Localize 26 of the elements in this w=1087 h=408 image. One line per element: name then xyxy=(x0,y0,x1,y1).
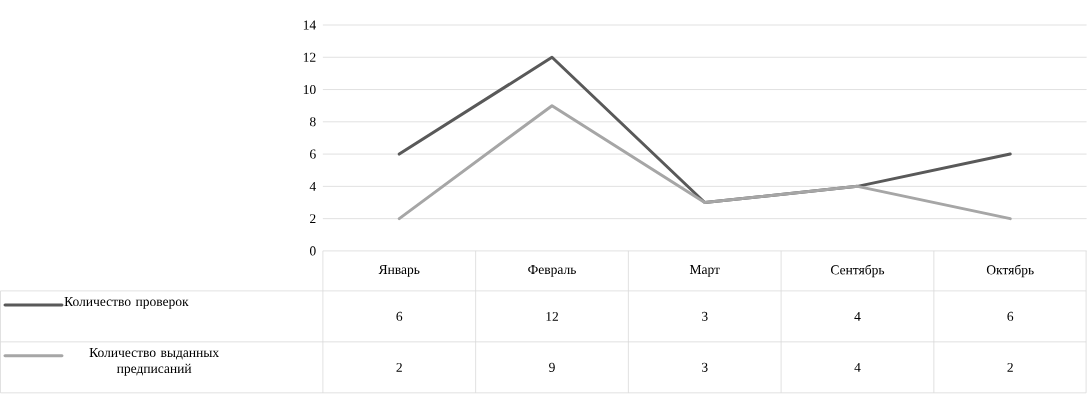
y-tick-label: 12 xyxy=(303,52,316,62)
data-label: 6 xyxy=(396,311,403,321)
x-tick-label: Январь xyxy=(378,265,420,277)
y-tick-label: 0 xyxy=(309,246,316,256)
data-label: 9 xyxy=(549,362,555,372)
y-tick-label: 14 xyxy=(303,20,316,30)
data-label: 3 xyxy=(702,311,708,321)
x-tick-label: Март xyxy=(689,265,720,277)
data-label: 3 xyxy=(702,362,708,372)
x-tick-label: Сентябрь xyxy=(831,264,885,278)
data-label: 2 xyxy=(396,362,402,372)
legend-label: Количество выданных предписаний xyxy=(89,348,219,376)
data-label: 2 xyxy=(1007,362,1013,372)
data-label: 4 xyxy=(854,312,861,321)
y-tick-label: 6 xyxy=(310,149,316,159)
data-label: 12 xyxy=(546,311,558,321)
x-tick-label: Октябрь xyxy=(986,264,1034,278)
y-tick-label: 10 xyxy=(303,85,316,95)
y-tick-label: 4 xyxy=(309,181,316,191)
data-label: 4 xyxy=(854,362,861,372)
data-label: 6 xyxy=(1007,311,1014,321)
line-series xyxy=(397,104,1012,221)
legend-label: Количество проверок xyxy=(64,297,189,309)
y-tick-label: 8 xyxy=(309,117,316,127)
x-tick-label: Февраль xyxy=(528,265,576,277)
y-tick-label: 2 xyxy=(310,214,316,224)
